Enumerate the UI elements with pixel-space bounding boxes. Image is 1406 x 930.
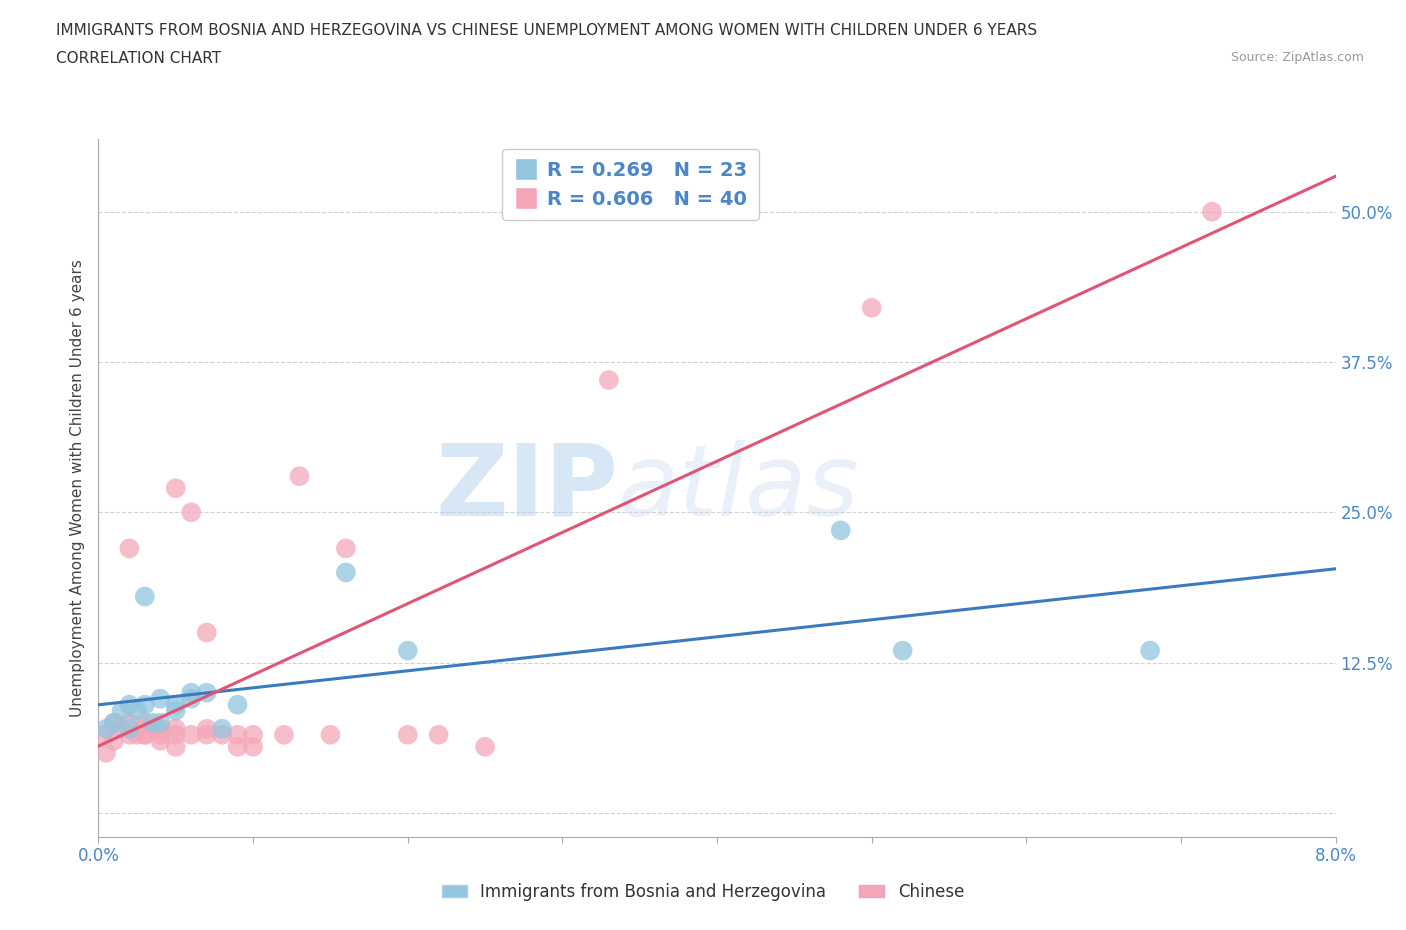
Point: [134, 727, 156, 742]
Point: [134, 727, 156, 742]
Text: CORRELATION CHART: CORRELATION CHART: [56, 51, 221, 66]
Point: [111, 722, 134, 737]
Point: [165, 727, 187, 742]
Point: [103, 715, 125, 730]
Point: [288, 469, 311, 484]
Legend: R = 0.269   N = 23, R = 0.606   N = 40: R = 0.269 N = 23, R = 0.606 N = 40: [502, 149, 759, 220]
Point: [149, 734, 172, 749]
Point: [96, 745, 118, 760]
Y-axis label: Unemployment Among Women with Children Under 6 years: Unemployment Among Women with Children U…: [70, 259, 86, 717]
Point: [96, 722, 118, 737]
Point: [242, 727, 264, 742]
Point: [165, 703, 187, 718]
Point: [142, 715, 165, 730]
Legend: Immigrants from Bosnia and Herzegovina, Chinese: Immigrants from Bosnia and Herzegovina, …: [434, 876, 972, 908]
Point: [118, 698, 141, 712]
Point: [598, 373, 620, 388]
Point: [165, 739, 187, 754]
Point: [211, 727, 233, 742]
Point: [165, 698, 187, 712]
Point: [195, 722, 218, 737]
Point: [118, 715, 141, 730]
Point: [195, 685, 218, 700]
Point: [474, 739, 496, 754]
Point: [149, 691, 172, 706]
Text: Source: ZipAtlas.com: Source: ZipAtlas.com: [1230, 51, 1364, 64]
Point: [891, 644, 914, 658]
Point: [180, 505, 202, 520]
Point: [91, 727, 114, 742]
Point: [103, 715, 125, 730]
Point: [180, 685, 202, 700]
Point: [273, 727, 295, 742]
Point: [1201, 205, 1223, 219]
Point: [396, 644, 419, 658]
Text: ZIP: ZIP: [436, 440, 619, 537]
Point: [319, 727, 342, 742]
Point: [427, 727, 450, 742]
Point: [195, 625, 218, 640]
Text: IMMIGRANTS FROM BOSNIA AND HERZEGOVINA VS CHINESE UNEMPLOYMENT AMONG WOMEN WITH : IMMIGRANTS FROM BOSNIA AND HERZEGOVINA V…: [56, 23, 1038, 38]
Point: [149, 715, 172, 730]
Point: [103, 734, 125, 749]
Point: [335, 565, 357, 580]
Point: [111, 703, 134, 718]
Point: [165, 722, 187, 737]
Point: [860, 300, 883, 315]
Point: [226, 739, 249, 754]
Text: atlas: atlas: [619, 440, 859, 537]
Point: [165, 481, 187, 496]
Point: [134, 589, 156, 604]
Point: [180, 727, 202, 742]
Point: [226, 698, 249, 712]
Point: [830, 523, 852, 538]
Point: [134, 722, 156, 737]
Point: [195, 727, 218, 742]
Point: [118, 541, 141, 556]
Point: [396, 727, 419, 742]
Point: [118, 722, 141, 737]
Point: [211, 722, 233, 737]
Point: [127, 703, 149, 718]
Point: [127, 727, 149, 742]
Point: [226, 727, 249, 742]
Point: [134, 698, 156, 712]
Point: [149, 727, 172, 742]
Point: [1139, 644, 1161, 658]
Point: [335, 541, 357, 556]
Point: [242, 739, 264, 754]
Point: [149, 722, 172, 737]
Point: [180, 691, 202, 706]
Point: [134, 715, 156, 730]
Point: [118, 727, 141, 742]
